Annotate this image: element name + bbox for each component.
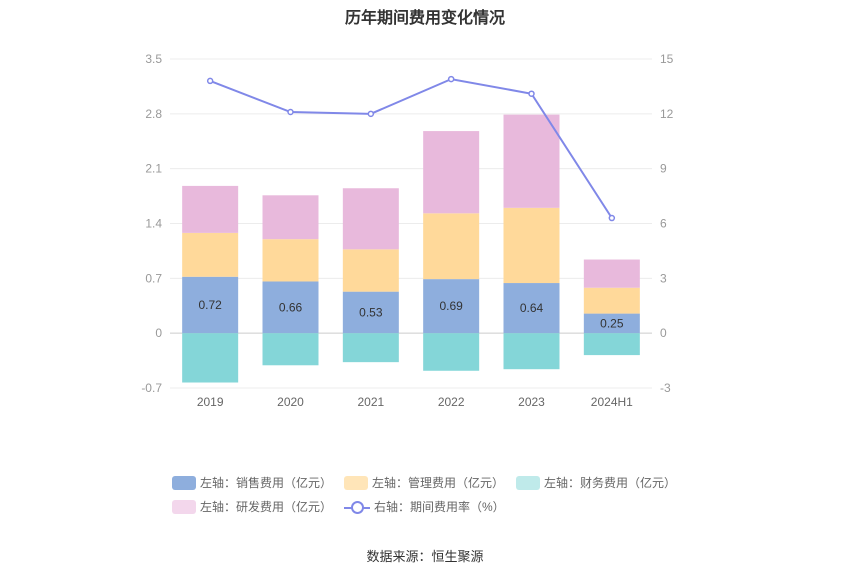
legend-swatch-finance: [516, 475, 540, 490]
chart-title: 历年期间费用变化情况: [344, 10, 505, 27]
legend-label-rnd: 左轴：研发费用（亿元）: [200, 500, 333, 514]
line-layer: [206, 75, 616, 222]
bar-finance: [262, 333, 319, 366]
data-label: 0.53: [359, 305, 383, 319]
legend-swatch-rnd: [172, 499, 196, 514]
bar-sales: [182, 276, 239, 334]
bar-admin: [262, 239, 319, 282]
y-right-tick-label: 12: [660, 107, 674, 121]
legend-swatch-admin: [344, 475, 368, 490]
bar-admin: [583, 287, 640, 314]
legend-item-expense-ratio[interactable]: 右轴：期间费用率（%）: [344, 498, 505, 515]
y-left-tick-label: 1.4: [145, 217, 162, 231]
bar-rnd: [262, 195, 319, 240]
x-tick-label: 2021: [357, 395, 384, 409]
legend-swatch-sales: [172, 475, 196, 490]
bar-rnd: [342, 188, 399, 250]
bar-finance: [583, 333, 640, 356]
bar-rnd: [182, 185, 239, 233]
data-label: 0.69: [439, 299, 463, 313]
bar-admin: [182, 232, 239, 277]
source-note: 数据来源：恒生聚源: [366, 549, 484, 564]
x-tick-label: 2019: [197, 395, 224, 409]
expense-ratio-point: [287, 108, 294, 116]
expense-ratio-point: [608, 214, 616, 222]
bar-sales: [423, 279, 480, 334]
x-tick-label: 2022: [438, 395, 465, 409]
bar-finance: [503, 333, 560, 370]
bar-finance: [342, 333, 399, 363]
bar-admin: [423, 213, 480, 280]
expense-ratio-point: [447, 75, 455, 83]
bar-layer: [182, 114, 640, 383]
bar-admin: [342, 249, 399, 292]
legend-item-rnd[interactable]: 左轴：研发费用（亿元）: [172, 498, 332, 515]
x-tick-label: 2024H1: [591, 395, 633, 409]
y-right-tick-label: 15: [660, 52, 674, 66]
data-label: 0.66: [279, 300, 303, 314]
legend-label-expense-ratio: 右轴：期间费用率（%）: [374, 500, 505, 514]
bar-rnd: [583, 259, 640, 288]
bar-finance: [423, 333, 480, 371]
x-tick-label: 2023: [518, 395, 545, 409]
legend-label-admin: 左轴：管理费用（亿元）: [372, 476, 505, 490]
grid-lines: [170, 58, 652, 389]
expense-ratio-point: [206, 77, 214, 85]
y-left-tick-label: 0.7: [145, 271, 162, 285]
y-left-tick-label: 2.8: [145, 107, 162, 121]
legend-item-sales[interactable]: 左轴：销售费用（亿元）: [172, 474, 332, 491]
bar-rnd: [423, 131, 480, 214]
y-left-tick-label: 2.1: [145, 162, 162, 176]
y-right-tick-label: -3: [660, 381, 671, 395]
y-right-tick-label: 9: [660, 162, 667, 176]
axis-labels: 3.5 2.8 2.1 1.4 0.7 0 -0.7 15 12 9 6 3 0 -3 2019 2020 20…: [141, 52, 673, 409]
legend-label-finance: 左轴：财务费用（亿元）: [544, 476, 677, 490]
legend-item-finance[interactable]: 左轴：财务费用（亿元）: [516, 474, 676, 491]
legend-item-admin[interactable]: 左轴：管理费用（亿元）: [344, 474, 504, 491]
y-left-tick-label: -0.7: [141, 381, 162, 395]
data-label: 0.64: [520, 301, 544, 315]
legend-label-sales: 左轴：销售费用（亿元）: [200, 476, 333, 490]
bar-sales: [583, 313, 640, 334]
y-right-tick-label: 6: [660, 217, 667, 231]
expense-ratio-point: [528, 90, 535, 97]
bar-rnd: [503, 114, 560, 208]
expense-ratio-line: [209, 78, 613, 219]
y-right-tick-label: 0: [660, 326, 667, 340]
y-left-tick-label: 3.5: [145, 52, 162, 66]
y-right-tick-label: 3: [660, 271, 667, 285]
x-tick-label: 2020: [277, 395, 304, 409]
bar-finance: [182, 333, 239, 383]
data-label: 0.72: [198, 298, 222, 312]
y-left-tick-label: 0: [155, 326, 162, 340]
label-layer: 0.72 0.66 0.53 0.69 0.64 0.25: [198, 298, 623, 330]
bar-sales: [503, 283, 560, 334]
legend-line-icon: [344, 500, 370, 514]
bar-sales: [262, 281, 319, 334]
bar-admin: [503, 207, 560, 284]
bar-sales: [342, 291, 399, 334]
expense-ratio-point: [367, 110, 375, 118]
data-label: 0.25: [600, 316, 624, 330]
